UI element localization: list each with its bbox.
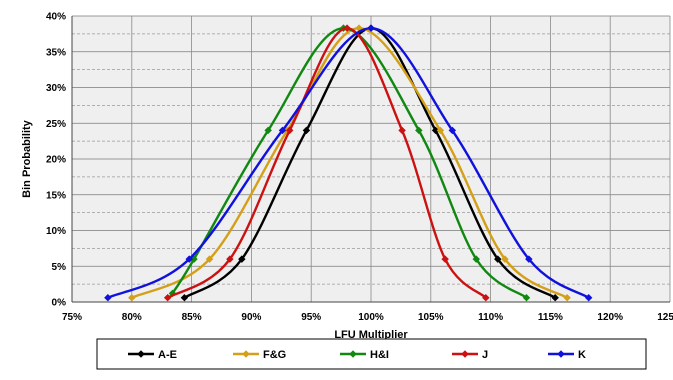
data-point-k: [584, 293, 593, 302]
x-tick-label: 125%: [657, 312, 673, 323]
legend-marker-k: [557, 350, 565, 358]
data-point-k: [367, 24, 375, 32]
x-tick-label: 85%: [182, 312, 202, 323]
data-point-a-e: [238, 255, 246, 263]
data-point-j: [441, 255, 449, 263]
x-tick-label: 90%: [241, 312, 261, 323]
data-point-a-e: [180, 293, 189, 302]
legend-label-a-e: A-E: [158, 349, 177, 361]
legend-item-h-i: H&I: [340, 349, 389, 361]
data-point-j: [226, 255, 234, 263]
y-tick-label: 25%: [46, 119, 66, 130]
data-point-f-g: [563, 293, 571, 302]
data-point-f-g: [436, 126, 445, 135]
legend-label-h-i: H&I: [370, 349, 389, 361]
tick-labels: 75% 80% 85% 90% 95% 100% 105% 110% 115% 120% 125% 0…: [46, 12, 673, 324]
data-point-j: [163, 293, 172, 302]
y-tick-label: 40%: [46, 12, 66, 23]
y-tick-label: 35%: [46, 47, 66, 58]
data-point-k: [104, 293, 112, 302]
y-tick-label: 30%: [46, 83, 66, 94]
legend-label-j: J: [482, 349, 488, 361]
series-k: [104, 24, 593, 302]
data-point-h-i: [522, 293, 531, 302]
legend-item-a-e: A-E: [128, 349, 177, 361]
data-point-f-g: [205, 255, 214, 263]
y-tick-label: 15%: [46, 190, 66, 201]
data-point-h-i: [472, 255, 480, 263]
data-point-h-i: [415, 126, 423, 135]
data-point-a-e: [302, 126, 311, 135]
data-point-f-g: [501, 255, 509, 263]
data-point-j: [482, 293, 490, 302]
data-point-f-g: [128, 293, 136, 302]
x-tick-label: 115%: [538, 312, 563, 323]
data-point-j: [285, 126, 294, 135]
x-tick-label: 75%: [62, 312, 82, 323]
legend-item-j: J: [452, 349, 488, 361]
legend-item-k: K: [548, 349, 586, 361]
data-point-k: [525, 255, 533, 263]
data-point-k: [185, 255, 193, 263]
x-tick-label: 120%: [597, 312, 623, 323]
legend-label-k: K: [578, 349, 586, 361]
x-tick-label: 95%: [301, 312, 321, 323]
x-axis-title: LFU Multiplier: [334, 329, 408, 341]
legend-label-f-g: F&G: [263, 349, 286, 361]
data-point-j: [398, 126, 406, 135]
data-point-a-e: [551, 293, 559, 302]
y-tick-label: 20%: [46, 155, 66, 166]
data-point-k: [448, 126, 457, 135]
y-tick-label: 10%: [46, 226, 66, 237]
legend: A-E F&G H&I J K: [96, 338, 647, 370]
legend-marker-h-i: [349, 350, 357, 358]
x-tick-label: 105%: [418, 312, 444, 323]
series-j: [163, 24, 490, 302]
x-tick-label: 110%: [478, 312, 503, 323]
y-tick-label: 0%: [52, 298, 67, 309]
y-axis-title: Bin Probability: [21, 119, 33, 198]
data-point-h-i: [264, 126, 272, 135]
data-point-j: [343, 24, 351, 32]
data-point-a-e: [494, 255, 502, 263]
series-layer: [104, 24, 593, 302]
x-tick-label: 100%: [358, 312, 384, 323]
legend-item-f-g: F&G: [233, 349, 286, 361]
legend-marker-f-g: [242, 350, 250, 358]
y-tick-label: 5%: [52, 262, 67, 273]
axes: [71, 16, 670, 303]
legend-marker-a-e: [137, 350, 145, 358]
legend-marker-j: [461, 350, 469, 358]
x-tick-label: 80%: [122, 312, 142, 323]
data-point-k: [278, 126, 287, 135]
